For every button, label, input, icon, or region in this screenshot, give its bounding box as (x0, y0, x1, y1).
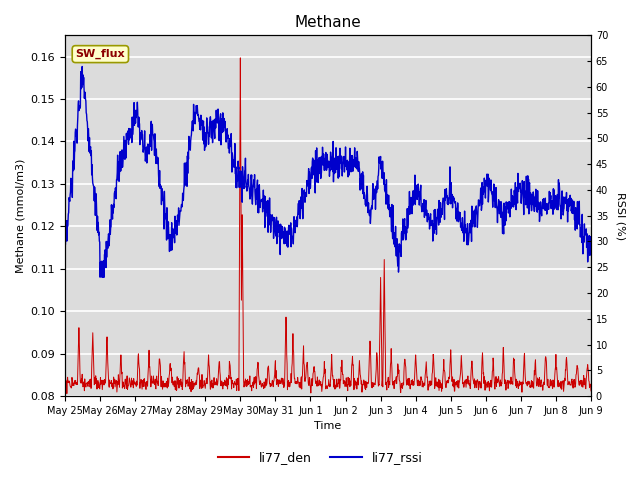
Legend: li77_den, li77_rssi: li77_den, li77_rssi (212, 446, 428, 469)
Line: li77_rssi: li77_rssi (65, 67, 591, 277)
Title: Methane: Methane (294, 15, 362, 30)
Text: SW_flux: SW_flux (76, 49, 125, 59)
Y-axis label: Methane (mmol/m3): Methane (mmol/m3) (15, 158, 25, 273)
X-axis label: Time: Time (314, 421, 342, 432)
Y-axis label: RSSI (%): RSSI (%) (615, 192, 625, 240)
Line: li77_den: li77_den (65, 58, 591, 394)
